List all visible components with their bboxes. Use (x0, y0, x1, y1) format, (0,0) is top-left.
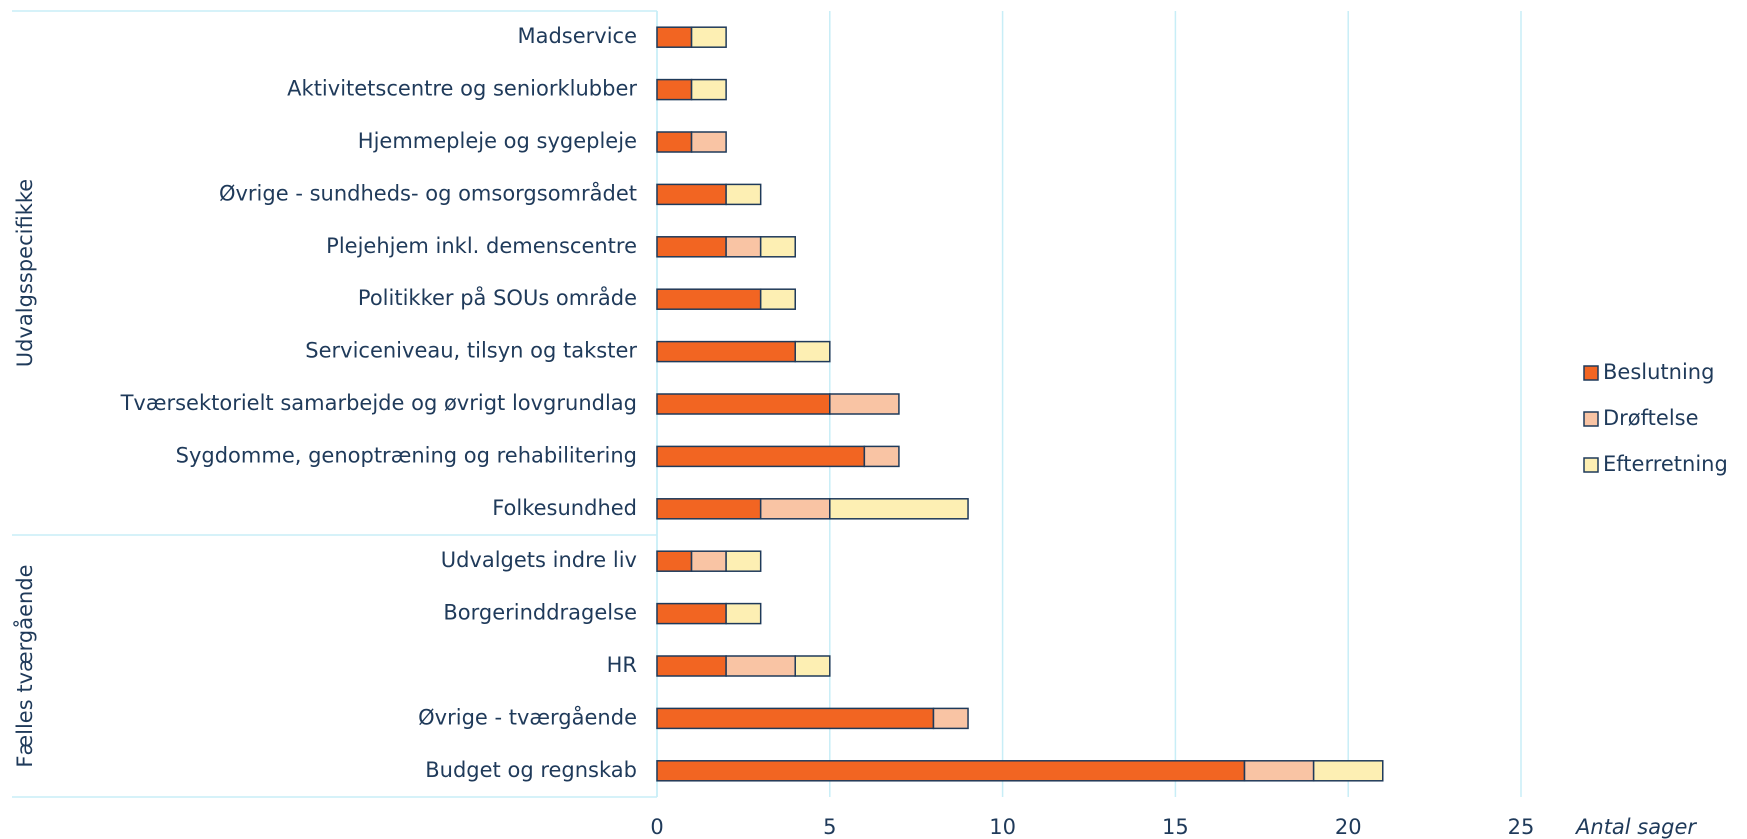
y-tick-label: Sygdomme, genoptræning og rehabilitering (176, 443, 637, 467)
x-tick-label: 20 (1335, 815, 1362, 839)
bar-segment (656, 550, 693, 572)
bar-segment (656, 78, 693, 101)
y-tick-label: Borgerinddragelse (443, 601, 637, 625)
bar-segment (759, 288, 796, 310)
y-tick-label: Politikker på SOUs område (358, 285, 637, 310)
y-tick-label: Aktivitetscentre og seniorklubber (287, 77, 637, 101)
bar-segment (725, 602, 762, 625)
bar-segment (725, 183, 762, 206)
bar-segment (759, 498, 831, 520)
bar-segment (656, 131, 693, 153)
group-label: Udvalgsspecifikke (13, 179, 37, 367)
bar-segment (690, 26, 727, 48)
x-tick-label: 5 (823, 815, 836, 839)
y-tick-label: Udvalgets indre liv (441, 548, 637, 572)
bar-segment (656, 393, 831, 415)
bar-segment (656, 236, 727, 258)
y-tick-label: Tværsektorielt samarbejde og øvrigt lovg… (120, 391, 637, 415)
y-tick-label: Budget og regnskab (425, 758, 637, 782)
y-tick-label: Folkesundhed (492, 496, 637, 520)
bar-segment (725, 236, 762, 258)
bar-segment (656, 288, 762, 310)
bar-segment (656, 602, 727, 625)
bar-segment (656, 707, 935, 730)
group-label: Fælles tværgående (12, 564, 37, 767)
bar-segment (656, 26, 693, 48)
y-tick-label: Serviceniveau, tilsyn og takster (305, 339, 637, 363)
legend-label: Drøftelse (1603, 406, 1699, 430)
bar-segment (656, 340, 796, 363)
x-tick-label: 10 (989, 815, 1016, 839)
y-tick-label: Hjemmepleje og sygepleje (358, 129, 637, 153)
legend-label: Beslutning (1603, 360, 1714, 384)
y-tick-label: Plejehjem inkl. demenscentre (326, 234, 637, 258)
y-tick-label: HR (607, 653, 637, 677)
bar-segment (725, 655, 796, 677)
bar-segment (656, 498, 762, 520)
bar-segment (656, 445, 866, 468)
bar-segment (1312, 760, 1384, 782)
bar-segment (932, 707, 969, 730)
bar-segment (829, 393, 900, 415)
y-tick-label: Madservice (517, 24, 637, 48)
bar-segment (690, 78, 727, 101)
bar-segment (829, 498, 969, 520)
bar-segment (794, 655, 831, 677)
bar-segment (656, 760, 1246, 782)
bar-segment (690, 131, 727, 153)
x-tick-label: 25 (1508, 815, 1535, 839)
bar-segment (759, 236, 796, 258)
bar-segment (794, 340, 831, 363)
y-tick-label: Øvrige - sundheds- og omsorgsområdet (219, 180, 637, 205)
legend-label: Efterretning (1603, 452, 1728, 476)
x-tick-label: 0 (650, 815, 663, 839)
bar-segment (725, 550, 762, 572)
bar-segment (863, 445, 900, 468)
bar-segment (690, 550, 727, 572)
bar-segment (1243, 760, 1315, 782)
x-tick-label: 15 (1162, 815, 1189, 839)
x-axis-label: Antal sager (1574, 815, 1697, 839)
bar-segment (656, 183, 727, 206)
y-tick-label: Øvrige - tværgående (418, 704, 637, 729)
legend-swatch (1583, 411, 1599, 427)
legend-swatch (1583, 457, 1599, 473)
legend-swatch (1583, 365, 1599, 381)
bar-segment (656, 655, 727, 677)
